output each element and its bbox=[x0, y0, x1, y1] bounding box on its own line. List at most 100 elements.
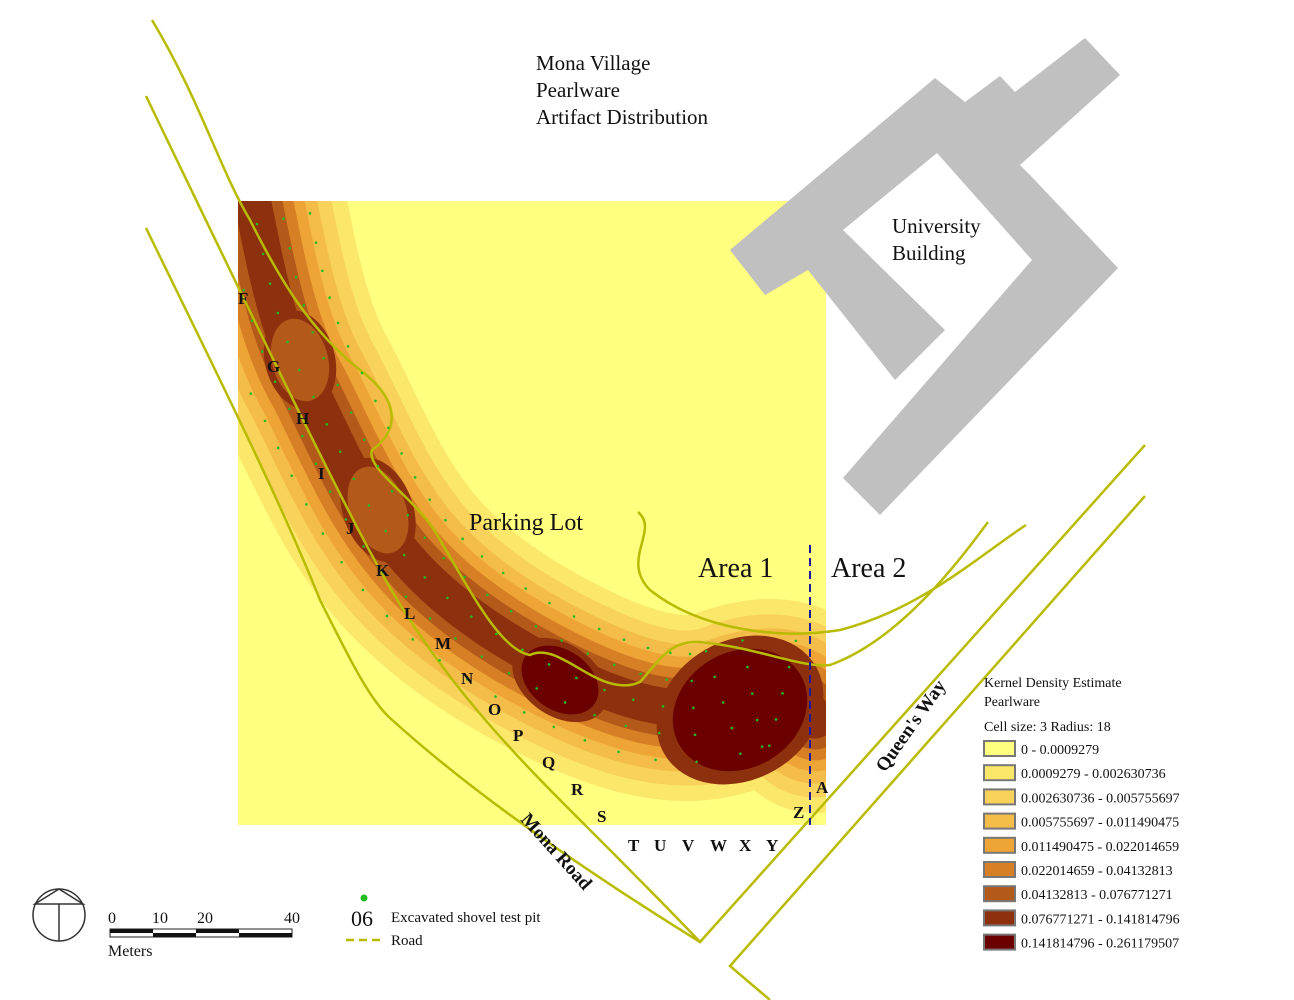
test-pit bbox=[290, 474, 293, 477]
test-pit bbox=[384, 529, 387, 533]
test-pit bbox=[423, 576, 427, 579]
test-pit bbox=[454, 637, 457, 640]
test-pit bbox=[593, 713, 596, 717]
legend-swatch bbox=[983, 933, 1016, 951]
test-pit bbox=[276, 446, 280, 450]
test-pit bbox=[282, 217, 285, 221]
test-pit bbox=[688, 652, 692, 656]
test-pit bbox=[631, 698, 635, 702]
test-pit bbox=[263, 419, 267, 423]
test-pit bbox=[361, 588, 365, 592]
road bbox=[144, 227, 701, 944]
legend-class-label: 0.002630736 - 0.005755697 bbox=[1021, 791, 1180, 806]
test-pit bbox=[470, 615, 473, 618]
test-pit bbox=[273, 380, 277, 384]
test-pit bbox=[428, 617, 432, 620]
scale-tick-0: 0 bbox=[108, 910, 116, 927]
test-pit bbox=[242, 288, 246, 292]
test-pit bbox=[367, 504, 371, 507]
test-pit bbox=[428, 498, 431, 501]
test-pit bbox=[547, 663, 551, 666]
scale-tick-40: 40 bbox=[284, 910, 300, 927]
road bbox=[637, 511, 1027, 635]
test-pit bbox=[311, 331, 315, 334]
legend-title: Kernel Density Estimate bbox=[984, 676, 1122, 691]
road-legend-label: Road bbox=[391, 933, 423, 949]
test-pit bbox=[314, 241, 318, 244]
legend-class-label: 0.022014659 - 0.04132813 bbox=[1021, 864, 1173, 879]
test-pit bbox=[352, 477, 356, 481]
test-pit bbox=[268, 282, 272, 285]
grid-letter: N bbox=[461, 669, 474, 688]
grid-letter: I bbox=[318, 464, 325, 483]
legend-params: Cell size: 3 Radius: 18 bbox=[984, 720, 1111, 735]
test-pit bbox=[301, 434, 304, 438]
density-band bbox=[270, 318, 330, 402]
test-pit bbox=[308, 212, 312, 215]
legend-swatch bbox=[983, 788, 1016, 806]
test-pit bbox=[286, 340, 289, 344]
test-pit bbox=[704, 649, 708, 653]
grid-letter: T bbox=[628, 836, 640, 855]
grid-letter: F bbox=[238, 289, 248, 308]
test-pit bbox=[755, 718, 759, 722]
test-pits bbox=[242, 212, 798, 764]
legend-class-label: 0.04132813 - 0.076771271 bbox=[1021, 888, 1173, 903]
test-pit bbox=[363, 438, 366, 442]
test-pit bbox=[349, 411, 353, 414]
grid-letter: O bbox=[488, 700, 501, 719]
building-label-1: University bbox=[892, 214, 981, 238]
density-peak bbox=[521, 645, 599, 715]
test-pit bbox=[501, 571, 505, 575]
legend-swatch bbox=[983, 909, 1016, 927]
grid-letter: V bbox=[682, 836, 695, 855]
test-pit bbox=[406, 513, 409, 517]
test-pit bbox=[338, 450, 342, 454]
grid-letter: M bbox=[435, 634, 451, 653]
map-title-line3: Artifact Distribution bbox=[536, 105, 709, 129]
test-pit bbox=[463, 575, 466, 579]
test-pit bbox=[276, 311, 280, 315]
test-pit bbox=[739, 752, 742, 755]
test-pit bbox=[646, 646, 650, 650]
legend-swatch bbox=[983, 836, 1016, 854]
test-pit bbox=[402, 553, 406, 557]
legend-swatch bbox=[983, 740, 1016, 757]
grid-letter: L bbox=[404, 604, 415, 623]
legend-classes: 0 - 0.0009279 0.0009279 - 0.002630736 0.00… bbox=[983, 740, 1180, 952]
test-pit bbox=[287, 407, 291, 411]
test-pit bbox=[260, 350, 264, 353]
test-pit bbox=[787, 665, 791, 669]
test-pit bbox=[552, 725, 556, 729]
test-pit bbox=[446, 596, 449, 600]
test-pit bbox=[669, 651, 672, 655]
test-pit bbox=[360, 371, 364, 375]
roads bbox=[144, 19, 1146, 1000]
test-pit bbox=[390, 490, 394, 493]
grid-letter: A bbox=[816, 778, 829, 797]
test-pit bbox=[535, 687, 539, 690]
test-pit bbox=[622, 638, 626, 641]
test-pit bbox=[346, 345, 350, 348]
legend-class-label: 0.005755697 - 0.011490475 bbox=[1021, 816, 1179, 831]
density-peak bbox=[672, 648, 808, 772]
test-pit bbox=[760, 745, 764, 748]
test-pit bbox=[494, 695, 497, 698]
test-pit bbox=[603, 688, 606, 692]
test-pit bbox=[362, 545, 365, 548]
test-pit bbox=[328, 296, 331, 299]
test-pit bbox=[400, 452, 403, 455]
test-pit bbox=[298, 368, 301, 372]
grid-letter: W bbox=[710, 836, 727, 855]
legend-swatch bbox=[983, 861, 1016, 878]
test-pit bbox=[288, 246, 291, 250]
test-pit bbox=[617, 750, 620, 754]
test-pit bbox=[302, 304, 306, 307]
parking-lot-label: Parking Lot bbox=[469, 510, 583, 536]
test-pit bbox=[336, 383, 339, 387]
test-pit bbox=[690, 679, 693, 683]
test-pit bbox=[524, 587, 527, 590]
test-pit bbox=[444, 518, 447, 522]
